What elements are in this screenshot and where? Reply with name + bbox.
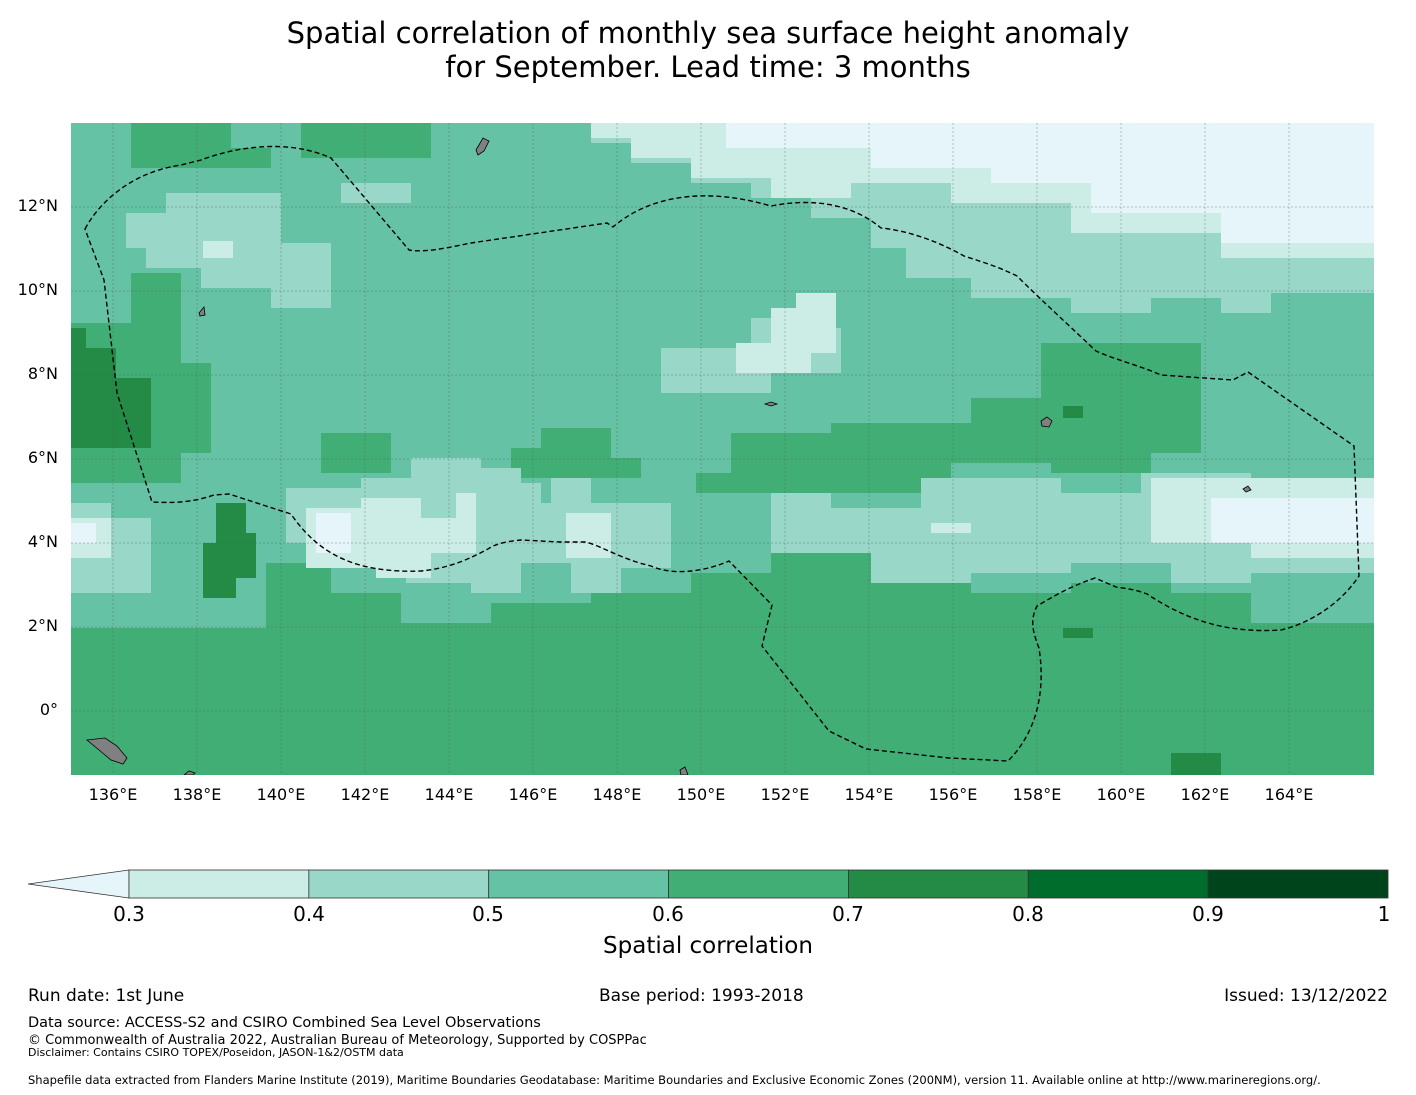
lon-tick-label: 164°E [1264, 785, 1314, 804]
lat-tick-label: 12°N [17, 196, 58, 215]
island-manus [679, 766, 689, 775]
colorbar-bin [488, 869, 669, 899]
island-new-guinea-north [86, 737, 128, 765]
copyright-notice: © Commonwealth of Australia 2022, Austra… [28, 1033, 647, 1048]
run-date: Run date: 1st June [28, 986, 185, 1006]
lon-tick-label: 140°E [256, 785, 306, 804]
lon-tick-label: 148°E [592, 785, 642, 804]
graticule [71, 123, 1374, 775]
lat-tick-label: 6°N [27, 448, 58, 467]
island-pohnpei [1040, 416, 1053, 428]
colorbar-bin [308, 869, 490, 899]
colorbar-bin [128, 869, 310, 899]
correlation-zone-0.6-0.7 [71, 123, 1374, 775]
lon-tick-label: 138°E [172, 785, 222, 804]
colorbar-bin [1207, 869, 1389, 899]
colorbar-tick-label: 0.4 [293, 902, 325, 926]
colorbar-tick-label: 0.6 [652, 902, 684, 926]
colorbar-bin [848, 869, 1029, 899]
base-period: Base period: 1993-2018 [599, 986, 804, 1006]
lon-tick-label: 136°E [88, 785, 138, 804]
lon-tick-label: 152°E [760, 785, 810, 804]
land-masses [86, 137, 1252, 775]
map-title-line-2: for September. Lead time: 3 months [445, 50, 971, 84]
lon-tick-label: 146°E [508, 785, 558, 804]
colorbar-bin [668, 869, 849, 899]
lon-tick-label: 142°E [340, 785, 390, 804]
colorbar-label: Spatial correlation [603, 933, 813, 959]
island-kosrae [1242, 485, 1252, 493]
island-new-ireland-tip [183, 770, 196, 775]
colorbar-bins [128, 869, 1389, 899]
lon-tick-label: 160°E [1096, 785, 1146, 804]
lon-tick-label: 162°E [1180, 785, 1230, 804]
island-chuuk [763, 401, 779, 407]
lat-tick-label: 2°N [27, 616, 58, 635]
lon-tick-label: 144°E [424, 785, 474, 804]
lon-tick-label: 158°E [1012, 785, 1062, 804]
shapefile-credit: Shapefile data extracted from Flanders M… [28, 1073, 1321, 1087]
data-source: Data source: ACCESS-S2 and CSIRO Combine… [28, 1015, 541, 1031]
island-palau [198, 306, 206, 317]
colorbar [27, 869, 1390, 901]
correlation-map [71, 123, 1374, 775]
lat-tick-label: 8°N [27, 364, 58, 383]
colorbar-bin [1027, 869, 1209, 899]
colorbar-tick-label: 1 [1377, 902, 1391, 926]
issued-date: Issued: 13/12/2022 [1224, 986, 1388, 1006]
colorbar-tick-label: 0.8 [1012, 902, 1044, 926]
eez-boundary-line [84, 145, 1360, 762]
map-title-line-1: Spatial correlation of monthly sea surfa… [286, 16, 1130, 50]
lon-tick-label: 150°E [676, 785, 726, 804]
correlation-zone-below-0.3 [71, 123, 1374, 553]
colorbar-tick-label: 0.9 [1192, 902, 1224, 926]
lat-tick-label: 0° [39, 700, 58, 719]
correlation-zone-0.7-0.8 [71, 328, 1221, 775]
colorbar-tick-label: 0.7 [832, 902, 864, 926]
colorbar-tick-label: 0.5 [472, 902, 504, 926]
lat-tick-label: 4°N [27, 532, 58, 551]
colorbar-under-arrow [27, 869, 130, 899]
colorbar-tick-label: 0.3 [113, 902, 145, 926]
island-guam [475, 137, 490, 156]
lon-tick-label: 154°E [844, 785, 894, 804]
lat-tick-label: 10°N [17, 280, 58, 299]
lon-tick-label: 156°E [928, 785, 978, 804]
disclaimer: Disclaimer: Contains CSIRO TOPEX/Poseido… [28, 1046, 404, 1059]
